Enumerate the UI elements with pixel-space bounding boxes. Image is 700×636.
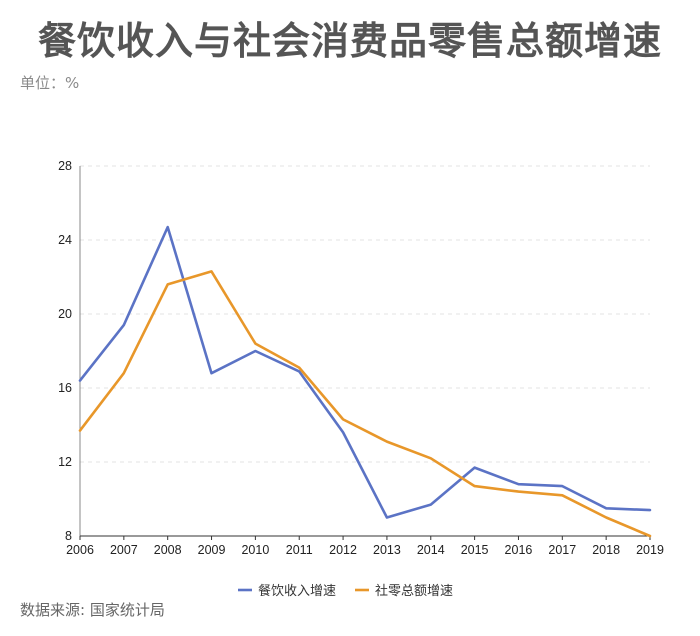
x-tick-label: 2009 — [198, 543, 226, 557]
y-tick-label: 16 — [58, 381, 72, 395]
chart-title: 餐饮收入与社会消费品零售总额增速 — [37, 19, 662, 63]
series-line-2 — [78, 270, 652, 538]
x-tick-label: 2007 — [110, 543, 138, 557]
legend-label-1: 餐饮收入增速 — [258, 583, 336, 599]
series-lines — [78, 225, 652, 538]
x-tick-label: 2014 — [417, 543, 445, 557]
y-tick-label: 28 — [58, 159, 72, 173]
legend-label-2: 社零总额增速 — [375, 583, 453, 599]
x-tick-label: 2016 — [505, 543, 533, 557]
axes: 8 12 16 20 24 28 2006 2007 2008 2009 2010 2011 2012 2… — [58, 159, 664, 557]
legend: 餐饮收入增速 社零总额增速 — [238, 583, 453, 599]
data-source: 数据来源: 国家统计局 — [20, 601, 165, 619]
grid-lines — [80, 165, 650, 463]
x-tick-label: 2018 — [592, 543, 620, 557]
series-line-1 — [78, 225, 652, 519]
y-tick-label: 20 — [58, 307, 72, 321]
x-tick-label: 2010 — [241, 543, 269, 557]
x-tick-label: 2013 — [373, 543, 401, 557]
x-tick-label: 2011 — [286, 543, 313, 557]
x-tick-label: 2019 — [636, 543, 664, 557]
x-tick-label: 2015 — [461, 543, 489, 557]
x-tick-label: 2017 — [548, 543, 576, 557]
unit-label: 单位：% — [20, 74, 80, 92]
y-tick-label: 24 — [58, 233, 72, 247]
x-tick-label: 2012 — [329, 543, 357, 557]
x-tick-label: 2006 — [66, 543, 94, 557]
y-tick-label: 12 — [58, 455, 72, 469]
y-tick-label: 8 — [65, 529, 72, 543]
x-tick-label: 2008 — [154, 543, 182, 557]
